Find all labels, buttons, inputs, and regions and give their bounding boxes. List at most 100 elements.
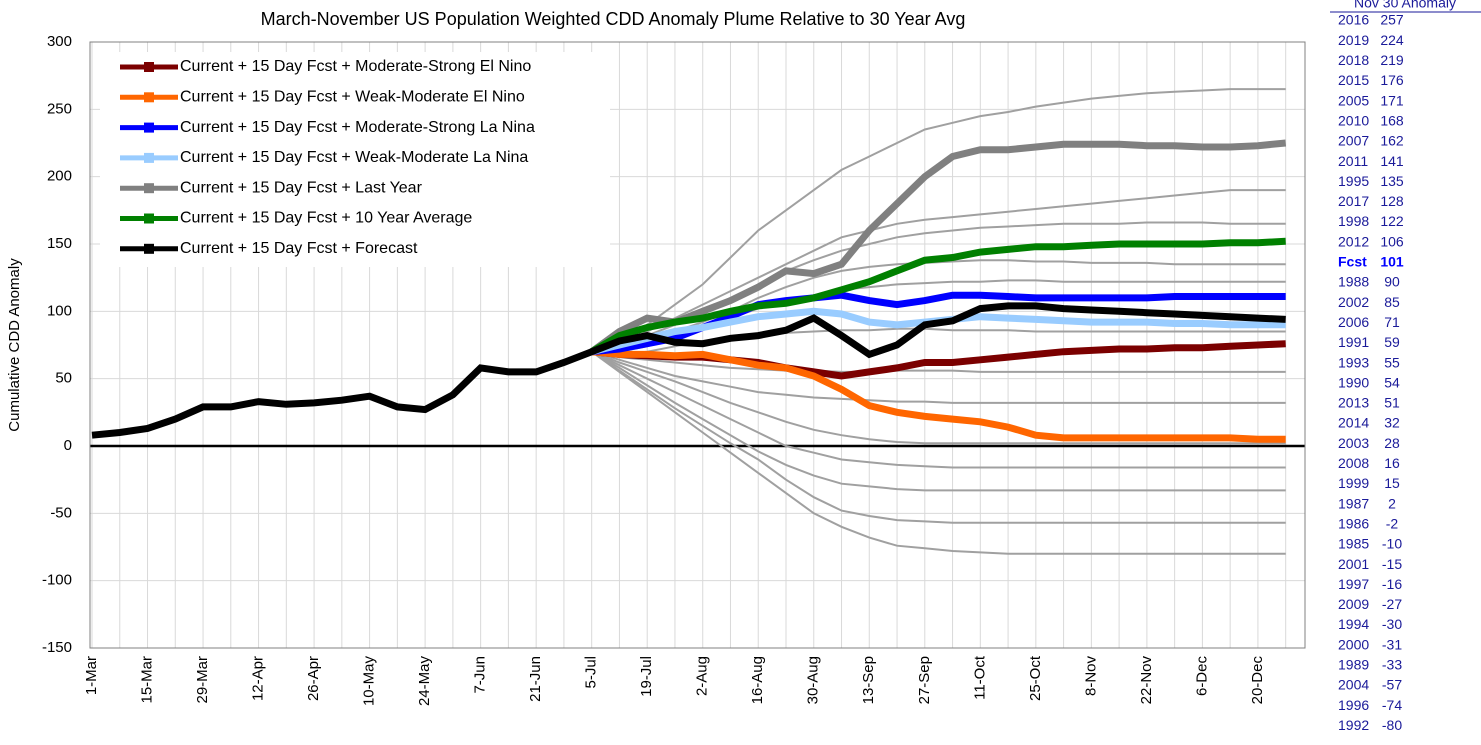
table-year: 2016 — [1338, 12, 1369, 28]
table-value: -2 — [1386, 515, 1399, 531]
x-tick-label: 5-Jul — [583, 656, 600, 689]
table-year: 2017 — [1338, 193, 1369, 209]
legend-label: Current + 15 Day Fcst + 10 Year Average — [180, 210, 472, 227]
chart-title: March-November US Population Weighted CD… — [261, 9, 966, 29]
legend-marker — [144, 213, 154, 224]
x-tick-label: 20-Dec — [1249, 656, 1266, 705]
table-year: Fcst — [1338, 254, 1367, 270]
table-year: 2000 — [1338, 636, 1369, 652]
table-year: 1992 — [1338, 717, 1369, 733]
x-tick-label: 1-Mar — [83, 656, 100, 695]
table-year: 2010 — [1338, 112, 1369, 128]
plume-line — [591, 350, 1286, 445]
table-year: 2007 — [1338, 133, 1369, 149]
y-tick-label: 200 — [47, 168, 72, 185]
plume-line — [591, 350, 1286, 373]
y-tick-label: 250 — [47, 100, 72, 117]
table-value: 176 — [1380, 72, 1404, 88]
table-value: 71 — [1384, 314, 1400, 330]
x-tick-label: 11-Oct — [971, 655, 988, 700]
y-tick-label: 300 — [47, 33, 72, 50]
table-year: 1985 — [1338, 536, 1369, 552]
table-header: Nov 30 Anomaly — [1354, 0, 1456, 11]
legend-marker — [144, 183, 154, 194]
x-tick-label: 7-Jun — [472, 656, 489, 694]
table-year: 2014 — [1338, 415, 1369, 431]
legend-marker — [144, 122, 154, 133]
table-value: -31 — [1382, 636, 1402, 652]
legend-label: Current + 15 Day Fcst + Last Year — [180, 179, 423, 196]
table-year: 1999 — [1338, 475, 1369, 491]
table-value: 28 — [1384, 435, 1400, 451]
table-year: 1987 — [1338, 495, 1369, 511]
x-tick-label: 30-Aug — [805, 656, 822, 704]
legend-marker — [144, 243, 154, 254]
plume-line — [591, 350, 1286, 404]
table-year: 1990 — [1338, 374, 1369, 390]
table-value: -57 — [1382, 677, 1402, 693]
table-value: 32 — [1384, 415, 1400, 431]
table-year: 2005 — [1338, 92, 1369, 108]
y-tick-label: 150 — [47, 235, 72, 252]
x-tick-label: 21-Jun — [527, 656, 544, 702]
x-tick-label: 15-Mar — [138, 656, 155, 704]
table-value: 15 — [1384, 475, 1400, 491]
legend-label: Current + 15 Day Fcst + Forecast — [180, 240, 418, 257]
x-tick-label: 6-Dec — [1193, 656, 1210, 697]
x-tick-label: 29-Mar — [194, 656, 211, 704]
table-year: 1991 — [1338, 334, 1369, 350]
x-tick-label: 26-Apr — [305, 656, 322, 701]
series-line — [589, 139, 1287, 355]
series-line — [589, 237, 1286, 355]
plume-line — [591, 88, 1286, 353]
series-line — [591, 348, 1286, 443]
legend-marker — [144, 62, 154, 72]
table-year: 2002 — [1338, 294, 1369, 310]
table-value: 219 — [1380, 52, 1404, 68]
table-value: 162 — [1380, 133, 1404, 149]
legend-marker — [144, 152, 154, 163]
plot-frame — [89, 41, 1306, 649]
table-year: 2006 — [1338, 314, 1369, 330]
table-year: 2013 — [1338, 395, 1369, 411]
series-line — [91, 302, 1286, 439]
plume-line — [591, 350, 1286, 524]
table-year: 1997 — [1338, 576, 1369, 592]
table-value: 90 — [1384, 274, 1400, 290]
table-value: 101 — [1380, 254, 1404, 270]
table-year: 1995 — [1338, 173, 1369, 189]
plume-line — [591, 189, 1286, 353]
y-tick-label: -100 — [42, 572, 72, 589]
legend-label: Current + 15 Day Fcst + Moderate-Strong … — [180, 58, 531, 75]
table-year: 2004 — [1338, 677, 1369, 693]
table-value: 171 — [1380, 92, 1404, 108]
y-tick-label: -50 — [50, 504, 72, 521]
plume-line — [591, 350, 1286, 492]
x-tick-label: 8-Nov — [1082, 656, 1099, 697]
table-year: 2015 — [1338, 72, 1369, 88]
table-value: 224 — [1380, 32, 1404, 48]
table-year: 2008 — [1338, 455, 1369, 471]
table-year: 1998 — [1338, 213, 1369, 229]
table-value: 59 — [1384, 334, 1400, 350]
plume-line — [591, 259, 1286, 353]
x-tick-label: 25-Oct — [1027, 655, 1044, 701]
table-value: 54 — [1384, 374, 1400, 390]
table-value: 168 — [1380, 112, 1404, 128]
table-value: -30 — [1382, 616, 1402, 632]
table-year: 2011 — [1338, 153, 1368, 169]
x-tick-label: 24-May — [416, 656, 433, 707]
x-tick-label: 13-Sep — [860, 656, 877, 704]
table-year: 1989 — [1338, 657, 1369, 673]
y-tick-label: 50 — [55, 370, 72, 387]
table-value: -27 — [1382, 596, 1402, 612]
table-year: 1988 — [1338, 274, 1369, 290]
table-year: 2012 — [1338, 233, 1369, 249]
x-tick-label: 22-Nov — [1138, 656, 1155, 705]
table-year: 1986 — [1338, 515, 1369, 531]
table-value: -74 — [1382, 697, 1402, 713]
table-value: -10 — [1382, 536, 1402, 552]
table-value: -16 — [1382, 576, 1402, 592]
x-tick-label: 27-Sep — [916, 656, 933, 704]
